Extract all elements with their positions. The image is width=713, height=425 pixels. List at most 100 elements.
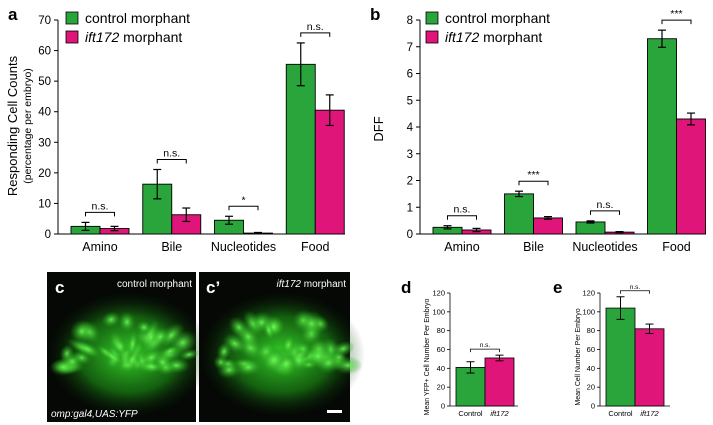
chart-e-category-label: ift172 (640, 409, 659, 418)
chart-b-bar-ift172 (676, 118, 706, 235)
chart-a-significance-bracket (85, 211, 115, 217)
chart-a-category-label: Nucleotides (211, 240, 276, 254)
chart-d-y-tick-label: 80 (437, 326, 445, 335)
chart-e-y-tick-label: 0 (591, 402, 595, 411)
chart-b-category-label: Food (662, 240, 691, 254)
fluorescent-cell (136, 320, 153, 335)
chart-b-bar-control (647, 38, 677, 235)
chart-b-bar-ift172 (533, 217, 563, 235)
panel-letter-b: b (370, 5, 380, 24)
image-c-label: control morphant (117, 279, 192, 290)
chart-d-ylabel: Mean YFP+ Cell Number Per Embryo (424, 299, 431, 416)
chart-d-significance-bracket (470, 348, 500, 353)
chart-a-y-tick-label: 20 (38, 168, 51, 180)
chart-b-y-tick-label: 6 (407, 69, 413, 81)
chart-b-legend: control morphant ift172 morphant (425, 10, 550, 45)
chart-b: 0 1 2 3 4 5 6 7 8 n.s. Amino *** Bile n.s. Nucleotides… (407, 8, 706, 254)
chart-a-y-tick-label: 50 (38, 76, 51, 88)
image-c-letter: c (55, 278, 64, 297)
chart-e-y-tick-label: 100 (582, 307, 595, 316)
chart-a-category-label: Bile (161, 240, 182, 254)
chart-a-y-tick-label: 0 (45, 229, 51, 241)
image-c-prime-label: ift172 morphant (277, 279, 347, 290)
fluorescent-cell (234, 358, 263, 377)
chart-b-y-tick-label: 5 (407, 95, 413, 107)
fluorescent-cell (101, 311, 121, 328)
chart-a-ylabel-sub: (percentage per embryo) (22, 68, 34, 184)
fluorescent-cell (124, 348, 140, 371)
chart-a-legend: control morphant ift172 morphant (65, 10, 190, 45)
chart-e-category-label: Control (608, 409, 633, 418)
chart-a-category-label: Amino (82, 240, 117, 254)
fluorescent-cell (60, 351, 84, 372)
chart-a-significance-label: * (241, 194, 245, 206)
fluorescent-cell (98, 346, 125, 366)
fluorescent-cell (69, 319, 94, 344)
chart-e-y-tick-label: 80 (587, 326, 595, 335)
chart-b-category-label: Amino (444, 240, 479, 254)
image-panel-c: c control morphant omp:gal4,UAS:YFP (47, 272, 211, 422)
fluorescent-cell (331, 340, 355, 357)
legend-ift172-suffix: morphant (123, 29, 182, 45)
legend-ift172-label: ift172 morphant (445, 29, 542, 45)
fluorescent-cell (160, 344, 180, 358)
chart-a-y-tick-label: 40 (38, 107, 51, 119)
fluorescent-cell (262, 318, 275, 342)
chart-a: 0 10 20 30 40 50 60 70 n.s. Amino n.s. Bile * Nucleot… (38, 15, 345, 254)
chart-b-significance-bracket (661, 19, 692, 25)
chart-e-bar-ift172 (634, 328, 665, 407)
legend-ift172-italic: ift172 (445, 29, 479, 45)
chart-b-significance-label: *** (527, 169, 539, 181)
fluorescent-cell (150, 326, 170, 347)
chart-a-ylabel: Responding Cell Counts (5, 55, 20, 196)
chart-b-category-label: Bile (523, 240, 544, 254)
legend-ift172-swatch (65, 30, 79, 44)
chart-a-significance-label: n.s. (92, 200, 109, 212)
image-c-prime-label-suffix: morphant (304, 279, 346, 290)
chart-e-bar-control (605, 307, 636, 407)
legend-ift172-italic: ift172 (85, 29, 119, 45)
legend-control-label: control morphant (85, 10, 190, 26)
fluorescent-cell (73, 339, 103, 359)
chart-a-significance-bracket (156, 158, 187, 164)
chart-a-y-tick-label: 70 (38, 15, 51, 27)
legend-control-swatch (425, 11, 439, 25)
image-c-prime-fluorescence (198, 291, 366, 418)
image-c-caption: omp:gal4,UAS:YFP (51, 409, 138, 420)
chart-e-ylabel: Mean Cell Number Per Embryo (575, 308, 582, 405)
chart-e-y-tick-label: 60 (587, 345, 595, 354)
chart-a-bar-control (285, 63, 316, 235)
legend-control-swatch (65, 11, 79, 25)
chart-a-category-label: Food (301, 240, 330, 254)
chart-b-significance-label: *** (670, 8, 682, 20)
chart-d-bar-ift172 (484, 357, 515, 407)
chart-b-y-tick-label: 7 (407, 42, 413, 54)
chart-b-y-tick-label: 0 (407, 229, 413, 241)
chart-b-y-tick-label: 8 (407, 15, 413, 27)
fluorescent-cell (118, 311, 136, 333)
chart-b-category-label: Nucleotides (572, 240, 637, 254)
chart-a-significance-bracket (228, 205, 259, 211)
chart-d-y-tick-label: 0 (441, 402, 445, 411)
chart-e-y-tick-label: 120 (582, 289, 595, 298)
chart-b-bar-control (504, 193, 534, 235)
chart-d-y-tick-label: 20 (437, 383, 445, 392)
fluorescent-cell (138, 360, 165, 373)
scale-bar (327, 410, 342, 413)
chart-d: 0 20 40 60 80 100 120 Control ift172 n.s. (432, 289, 518, 418)
legend-ift172-label: ift172 morphant (85, 29, 182, 45)
chart-d-category-label: ift172 (490, 409, 509, 418)
chart-e-significance-bracket (620, 290, 650, 294)
chart-e-y-tick-label: 20 (587, 383, 595, 392)
legend-ift172-swatch (425, 30, 439, 44)
chart-a-bar-ift172 (314, 109, 345, 235)
chart-d-y-tick-label: 100 (432, 307, 445, 316)
chart-e: 0 20 40 60 80 100 120 Control ift172 n.s. (582, 284, 670, 418)
image-c-prime-letter: c’ (206, 278, 220, 297)
fluorescent-cell (298, 310, 325, 337)
panel-letter-a: a (8, 5, 18, 24)
chart-a-y-tick-label: 60 (38, 46, 51, 58)
chart-a-significance-label: n.s. (307, 21, 324, 33)
fluorescent-cell (304, 343, 332, 369)
